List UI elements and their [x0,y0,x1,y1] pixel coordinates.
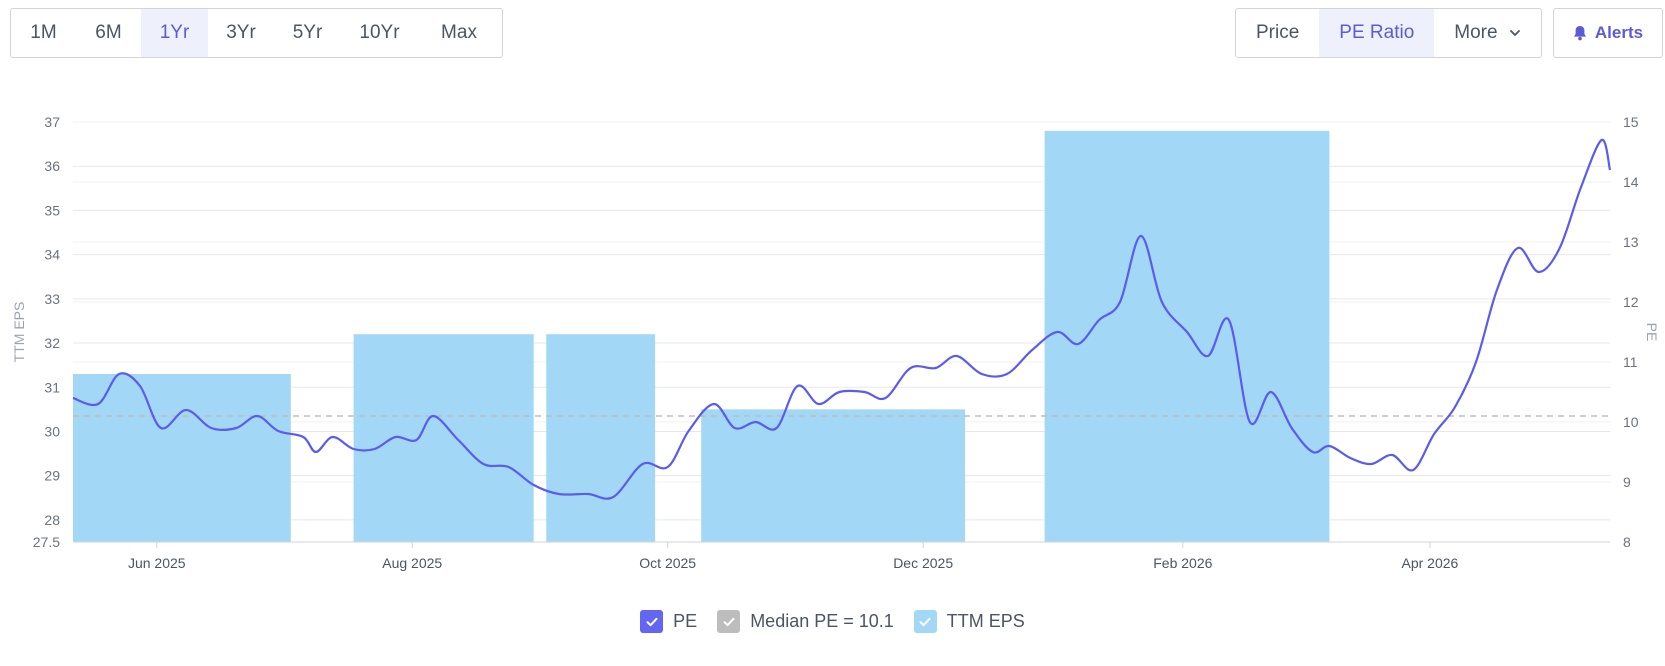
legend-label: TTM EPS [946,611,1025,631]
range-button-10yr[interactable]: 10Yr [359,22,400,43]
left-axis-tick-label: 33 [44,291,60,307]
legend-label: Median PE = 10.1 [750,611,894,631]
x-axis-tick-label: Jun 2025 [128,555,186,571]
check-icon [919,617,931,626]
legend-item-pe[interactable]: PE [640,610,697,633]
bell-icon [1573,26,1586,41]
left-axis-tick-label: 32 [44,335,60,351]
legend-item-ttm[interactable]: TTM EPS [913,610,1025,633]
x-axis-tick-label: Oct 2025 [639,555,696,571]
eps-bar [1044,130,1330,542]
range-button-5yr[interactable]: 5Yr [292,22,323,43]
legend-item-median[interactable]: Median PE = 10.1 [717,610,894,633]
range-button-6m[interactable]: 6M [95,22,122,43]
eps-bar [701,409,966,542]
alerts-label: Alerts [1594,23,1644,42]
price-button[interactable]: Price [1256,22,1300,43]
range-button-3yr[interactable]: 3Yr [226,22,256,43]
chevron-down-icon [1509,30,1520,36]
pe-ratio-chart: 27.5 28 29 30 31 32 33 34 35 36 37 8 9 10 11 12 13 14 15 Ju… [11,114,1660,571]
eps-bar [73,374,291,542]
x-axis-tick-label: Feb 2026 [1153,555,1212,571]
legend-checkbox[interactable] [913,610,937,633]
right-axis-title: PE [1644,323,1660,342]
right-axis-tick-label: 15 [1623,114,1639,130]
x-axis-tick-label: Apr 2026 [1402,555,1459,571]
left-axis-tick-label: 29 [44,468,60,484]
pe-line [72,138,1612,500]
right-axis-tick-label: 11 [1623,354,1638,370]
left-axis-tick-label: 37 [44,114,60,130]
right-axis-tick-label: 13 [1623,234,1639,250]
right-axis-tick-label: 8 [1623,534,1631,550]
eps-bar [546,334,656,542]
eps-bar [353,334,534,542]
pe-ratio-button[interactable]: PE Ratio [1319,9,1435,57]
left-axis-tick-label: 30 [44,423,60,439]
check-icon [723,617,735,626]
left-axis-tick-label: 35 [44,202,60,218]
left-axis-tick-label: 28 [44,512,60,528]
chart-legend: PE Median PE = 10.1 TTM EPS [0,610,1665,633]
check-icon [646,617,658,626]
view-selector: Price PE Ratio More [1235,8,1542,58]
right-axis-tick-label: 12 [1623,294,1639,310]
x-axis-tick-label: Dec 2025 [893,555,953,571]
legend-label: PE [673,611,698,631]
left-axis-tick-label: 31 [44,379,60,395]
range-button-1yr[interactable]: 1Yr [141,9,208,57]
right-axis-tick-label: 10 [1623,414,1639,430]
right-axis-tick-label: 9 [1623,474,1631,490]
legend-checkbox[interactable] [717,610,741,633]
left-axis-tick-label: 27.5 [33,534,60,550]
legend-checkbox[interactable] [640,610,664,633]
left-axis-title: TTM EPS [11,302,27,363]
x-axis-tick-label: Aug 2025 [382,555,442,571]
alerts-button[interactable]: Alerts [1553,8,1663,58]
left-axis-tick-label: 34 [44,247,60,263]
right-axis-tick-label: 14 [1623,174,1639,190]
more-label: More [1454,22,1498,43]
range-button-max[interactable]: Max [441,22,477,43]
time-range-selector: 1M 6M 1Yr 3Yr 5Yr 10Yr Max [10,8,503,58]
more-dropdown[interactable]: More [1434,9,1539,57]
left-axis-tick-label: 36 [44,158,60,174]
range-button-1m[interactable]: 1M [30,22,57,43]
